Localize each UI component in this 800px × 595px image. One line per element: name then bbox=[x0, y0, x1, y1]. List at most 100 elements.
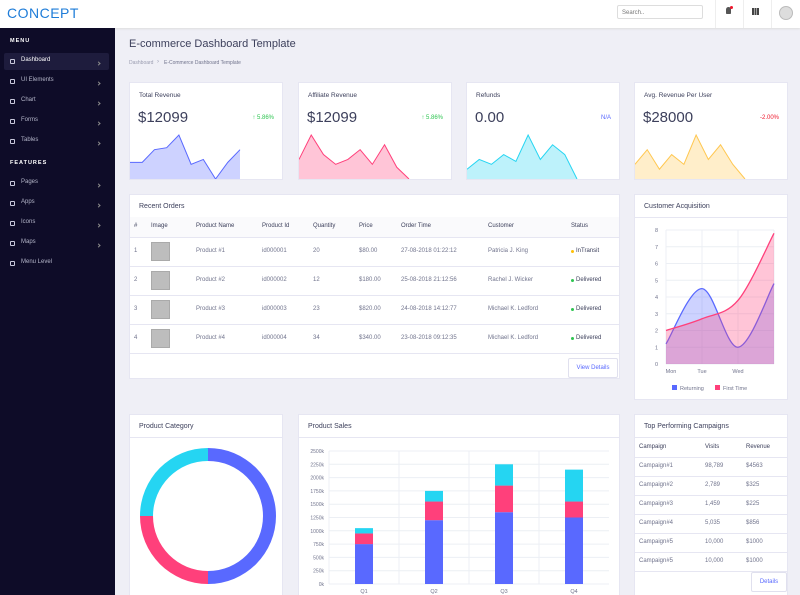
nav-item[interactable]: Menu Level bbox=[4, 255, 109, 272]
change-text: 5.86% bbox=[256, 115, 274, 121]
nav-caret bbox=[96, 223, 101, 228]
product-image bbox=[151, 329, 170, 348]
cell: $325 bbox=[746, 482, 760, 488]
search-input[interactable]: Search.. bbox=[617, 5, 703, 19]
nav-label: Chart bbox=[21, 97, 36, 103]
nav-caret bbox=[96, 243, 101, 248]
y-tick-label: 1500k bbox=[310, 502, 324, 508]
y-tick-label: 6 bbox=[655, 262, 658, 268]
metric-value: $12099 bbox=[307, 109, 358, 126]
metric-value: $28000 bbox=[643, 109, 694, 126]
bar-segment bbox=[495, 485, 513, 513]
chart: 0 1 2 3 4 5 6 7 8 Mon Tue Wed Returning First Time bbox=[655, 228, 775, 392]
nav-icon bbox=[10, 139, 15, 144]
nav-item[interactable]: Dashboard bbox=[4, 53, 109, 70]
nav-caret bbox=[96, 101, 101, 106]
bar-segment bbox=[425, 520, 443, 584]
y-tick-label: 3 bbox=[655, 312, 658, 318]
nav-label: Icons bbox=[21, 219, 36, 225]
cell: Product #3 bbox=[196, 306, 226, 312]
y-tick-label: 2 bbox=[655, 329, 658, 335]
cell: 5,035 bbox=[705, 520, 721, 526]
cell: $4563 bbox=[746, 463, 763, 469]
y-tick-label: 5 bbox=[655, 278, 658, 284]
column-header: Product Name bbox=[196, 223, 235, 229]
divider bbox=[715, 0, 716, 28]
metric-card: Avg. Revenue Per User $28000 -2.00% bbox=[634, 82, 788, 180]
sparkline-area bbox=[635, 135, 745, 179]
cell: 3 bbox=[134, 306, 138, 312]
nav-item[interactable]: Icons bbox=[4, 215, 109, 232]
row-divider bbox=[635, 514, 787, 515]
row-divider bbox=[635, 571, 787, 572]
cell: 1,459 bbox=[705, 501, 721, 507]
metric-change: N/A bbox=[601, 115, 611, 121]
sparkline-line bbox=[130, 134, 241, 179]
bell-icon[interactable] bbox=[726, 7, 731, 14]
view-details-button[interactable]: View Details bbox=[568, 358, 618, 378]
apps-icon[interactable] bbox=[752, 8, 759, 15]
divider bbox=[130, 237, 619, 238]
nav-item[interactable]: Maps bbox=[4, 235, 109, 252]
legend-swatch bbox=[672, 385, 677, 390]
row-divider bbox=[635, 533, 787, 534]
y-tick-label: 1000k bbox=[310, 529, 324, 535]
column-header: Campaign bbox=[639, 444, 667, 450]
nav-icon bbox=[10, 99, 15, 104]
nav-caret bbox=[96, 183, 101, 188]
bar-segment bbox=[355, 528, 373, 534]
nav-item[interactable]: Chart bbox=[4, 93, 109, 110]
nav-icon bbox=[10, 241, 15, 246]
nav-icon bbox=[10, 59, 15, 64]
change-text: -2.00% bbox=[759, 115, 779, 121]
status: Delivered bbox=[576, 277, 602, 283]
row-divider bbox=[130, 324, 619, 325]
column-header: Image bbox=[151, 223, 168, 229]
card-title: Product Sales bbox=[308, 423, 352, 430]
arrow-icon: ↑ bbox=[421, 115, 426, 121]
page-title: E-commerce Dashboard Template bbox=[129, 38, 296, 50]
nav-label: Pages bbox=[21, 179, 39, 185]
nav-label: Tables bbox=[21, 137, 39, 143]
cell: 2 bbox=[134, 277, 138, 283]
nav-icon bbox=[10, 221, 15, 226]
chart bbox=[140, 448, 276, 584]
cell: Campaign#3 bbox=[639, 501, 674, 507]
column-header: Quantity bbox=[313, 223, 336, 229]
cell: $225 bbox=[746, 501, 760, 507]
nav-item[interactable]: Forms bbox=[4, 113, 109, 130]
breadcrumb-item[interactable]: Dashboard bbox=[129, 60, 154, 66]
nav-caret bbox=[96, 61, 101, 66]
metric-card: Affiliate Revenue $12099 ↑ 5.86% bbox=[298, 82, 452, 180]
donut-segment bbox=[140, 448, 208, 516]
cell: 25-08-2018 21:12:56 bbox=[401, 277, 457, 283]
status-dot bbox=[571, 279, 574, 282]
bar-segment bbox=[495, 464, 513, 486]
avatar[interactable] bbox=[779, 6, 793, 20]
cell: 23 bbox=[313, 306, 320, 312]
divider bbox=[771, 0, 772, 28]
logo[interactable]: CONCEPT bbox=[7, 5, 79, 21]
metric-title: Avg. Revenue Per User bbox=[644, 92, 713, 99]
sparkline-line bbox=[635, 134, 746, 179]
sales-card: Product Sales 0k 250k 500k 750k 1000k 1250k 150… bbox=[298, 414, 620, 595]
x-tick-label: Q3 bbox=[500, 589, 507, 595]
sparkline bbox=[635, 134, 746, 179]
nav-item[interactable]: UI Elements bbox=[4, 73, 109, 90]
bar-segment bbox=[565, 501, 583, 518]
divider bbox=[299, 437, 619, 438]
nav-item[interactable]: Tables bbox=[4, 133, 109, 150]
x-tick-label: Tue bbox=[697, 369, 706, 375]
category-card: Product Category bbox=[129, 414, 283, 595]
product-image bbox=[151, 271, 170, 290]
details-button[interactable]: Details bbox=[751, 572, 787, 592]
bar-segment bbox=[355, 544, 373, 584]
row-divider bbox=[130, 295, 619, 296]
nav-item[interactable]: Pages bbox=[4, 175, 109, 192]
cell: id000003 bbox=[262, 306, 287, 312]
nav-item[interactable]: Apps bbox=[4, 195, 109, 212]
x-tick-label: Mon bbox=[666, 369, 677, 375]
y-tick-label: 2500k bbox=[310, 449, 324, 455]
campaigns-card: Top Performing Campaigns Campaign Visits R… bbox=[634, 414, 788, 595]
cell: 24-08-2018 14:12:77 bbox=[401, 306, 457, 312]
